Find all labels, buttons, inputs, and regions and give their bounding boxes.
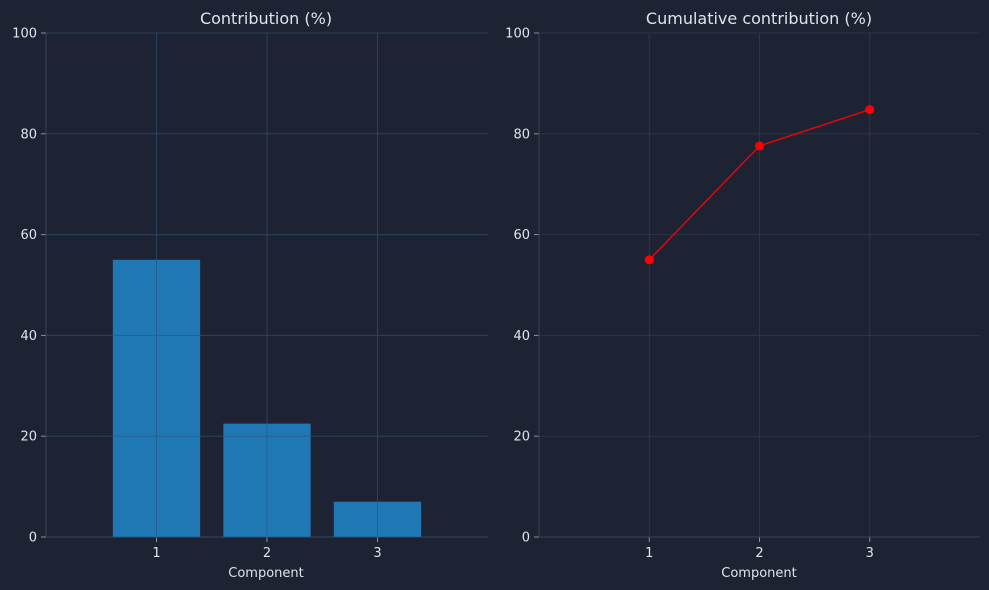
data-point (755, 141, 764, 151)
chart-title: Cumulative contribution (%) (646, 9, 872, 28)
y-tick-label: 0 (29, 531, 37, 546)
x-tick-label: 2 (755, 546, 763, 561)
data-point (865, 105, 875, 115)
y-tick-label: 80 (20, 127, 37, 142)
y-tick-label: 100 (505, 27, 530, 42)
y-tick-label: 20 (513, 430, 530, 445)
grid-layer (539, 32, 980, 538)
x-axis-label: Component (228, 566, 303, 581)
x-tick-label: 1 (152, 546, 160, 561)
contribution-chart: Contribution (%) Component 0 20 40 60 80 100 1… (12, 9, 488, 581)
x-tick-label: 2 (263, 546, 271, 561)
cumulative-contribution-chart: Cumulative contribution (%) Component 0 2… (505, 9, 980, 581)
y-tick-label: 0 (522, 531, 530, 546)
x-tick-label: 3 (866, 546, 874, 561)
y-tick-label: 20 (20, 430, 37, 445)
grid-overlay (46, 32, 488, 538)
y-tick-label: 80 (513, 127, 530, 142)
y-tick-label: 40 (513, 329, 530, 344)
y-tick-label: 40 (20, 329, 37, 344)
y-tick-label: 60 (20, 228, 37, 243)
y-tick-label: 100 (12, 27, 37, 42)
chart-title: Contribution (%) (200, 9, 332, 28)
x-tick-label: 1 (645, 546, 653, 561)
data-point (644, 255, 654, 265)
x-tick-label: 3 (373, 546, 381, 561)
x-axis-label: Component (721, 566, 796, 581)
y-tick-label: 60 (513, 228, 530, 243)
